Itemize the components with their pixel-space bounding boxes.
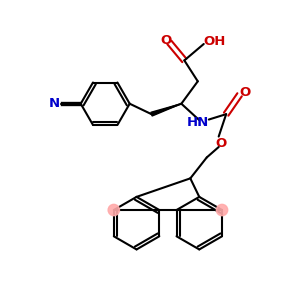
Polygon shape	[151, 104, 182, 116]
Text: OH: OH	[204, 35, 226, 48]
Text: O: O	[160, 34, 172, 47]
Circle shape	[216, 204, 228, 216]
Text: O: O	[239, 86, 250, 99]
Text: HN: HN	[187, 116, 209, 129]
Circle shape	[108, 204, 119, 216]
Text: N: N	[49, 97, 60, 110]
Text: O: O	[215, 136, 227, 150]
